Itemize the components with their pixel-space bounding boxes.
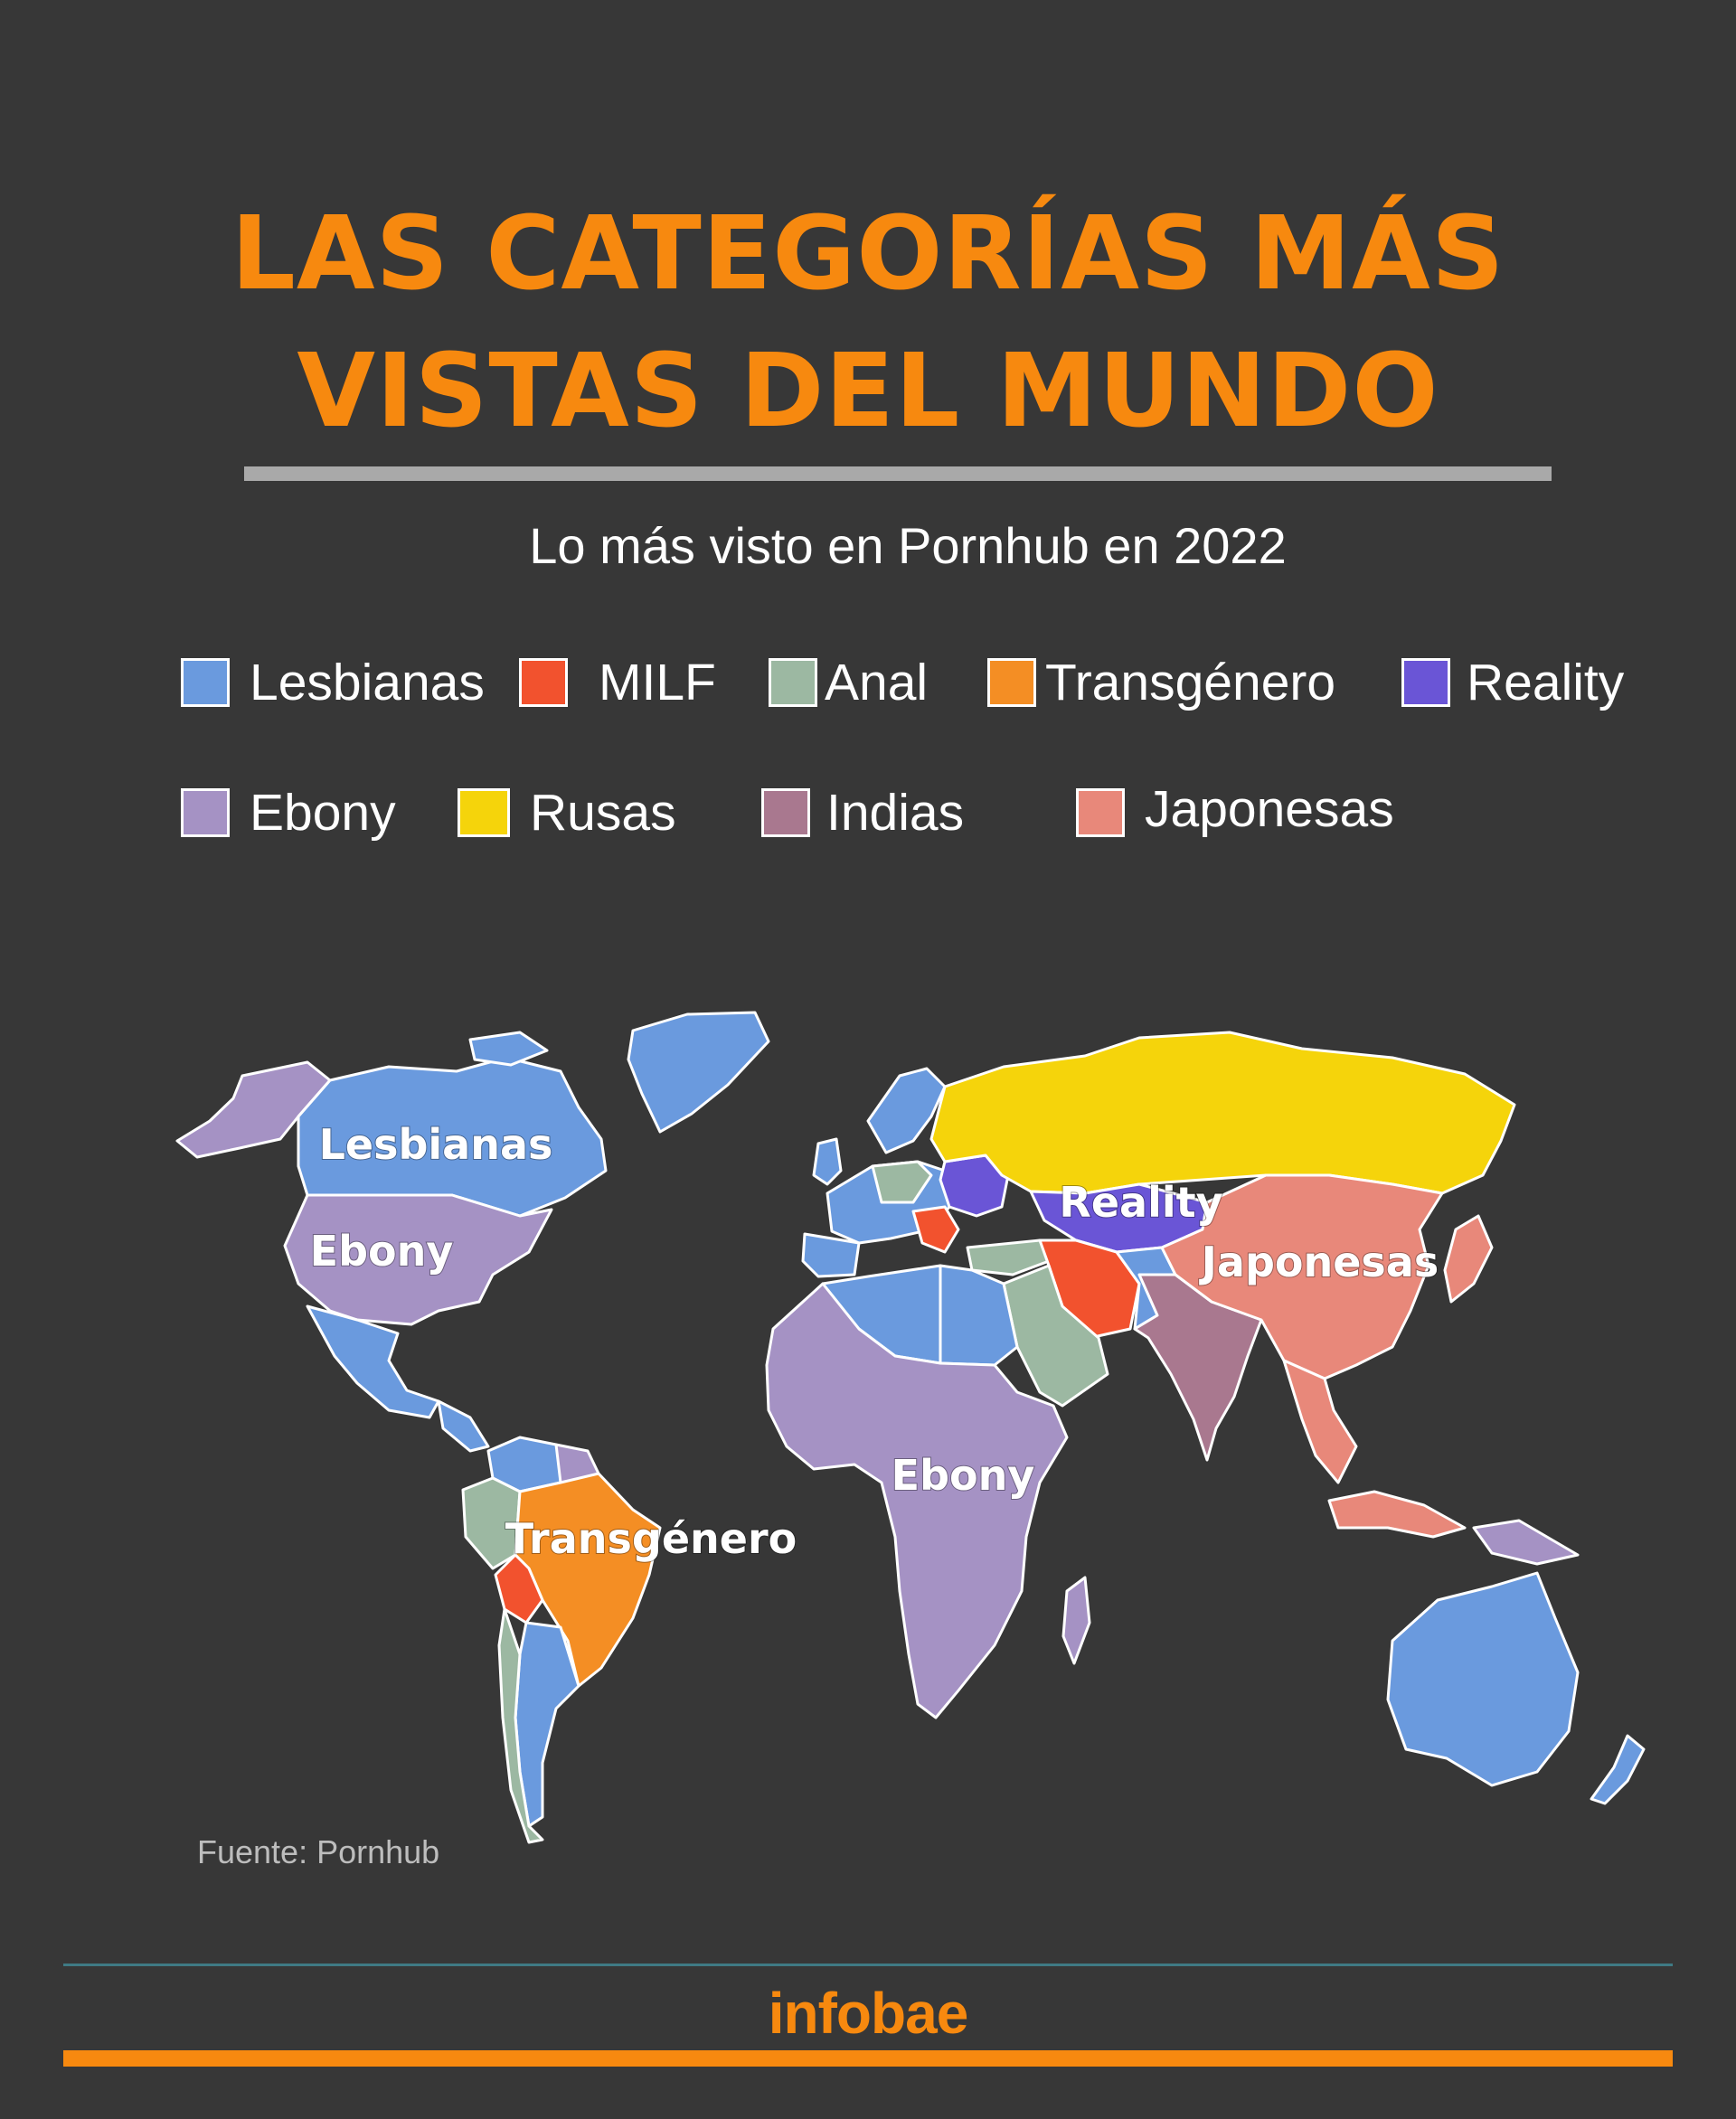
region-iberia [801, 1232, 861, 1278]
map-label-transgenero: Transgénero [505, 1514, 797, 1563]
map-label-reality: Reality [1059, 1178, 1222, 1227]
map-label-japonesas: Japonesas [1199, 1238, 1439, 1286]
legend-item-transgenero: Transgénero [987, 651, 1335, 714]
legend-swatch-reality [1401, 658, 1450, 707]
region-africa [765, 1282, 1069, 1719]
legend-item-japonesas: Japonesas [1076, 777, 1394, 841]
region-mexico [306, 1304, 440, 1419]
region-germany-poland [871, 1160, 933, 1204]
region-uk [812, 1137, 843, 1186]
source-note: Fuente: Pornhub [197, 1833, 440, 1870]
legend-item-rusas: Rusas [458, 781, 676, 844]
subtitle: Lo más visto en Pornhub en 2022 [529, 517, 1287, 574]
legend-swatch-japonesas [1076, 788, 1125, 837]
headline: LAS CATEGORÍAS MÁS VISTAS DEL MUNDO [0, 185, 1736, 460]
region-russia [929, 1031, 1516, 1195]
legend-item-lesbianas: Lesbianas [181, 651, 485, 714]
region-japan [1443, 1214, 1494, 1304]
legend-item-ebony: Ebony [181, 781, 396, 844]
region-canada-arctic [468, 1031, 549, 1067]
map-label-ebony-americas: Ebony [310, 1227, 454, 1276]
region-chile [497, 1607, 544, 1844]
legend-label-lesbianas: Lesbianas [250, 654, 485, 711]
legend-swatch-ebony [181, 788, 230, 837]
region-southeast-asia [1282, 1359, 1358, 1484]
footer-divider [63, 1964, 1673, 1966]
legend-swatch-lesbianas [181, 658, 230, 707]
headline-line-2: VISTAS DEL MUNDO [297, 333, 1439, 450]
headline-line-1: LAS CATEGORÍAS MÁS [231, 195, 1505, 313]
legend-swatch-transgenero [987, 658, 1036, 707]
region-turkey [966, 1238, 1051, 1276]
region-usa [283, 1193, 553, 1326]
region-balkans [911, 1205, 960, 1254]
brand-logo: infobae [768, 1981, 969, 2046]
region-central-america [437, 1399, 490, 1453]
legend-label-indias: Indias [826, 784, 965, 842]
legend-swatch-anal [769, 658, 817, 707]
region-new-zealand [1590, 1734, 1646, 1805]
legend-item-milf: MILF [519, 651, 716, 714]
legend-label-milf: MILF [599, 654, 716, 711]
legend-swatch-milf [519, 658, 568, 707]
region-indonesia [1327, 1490, 1467, 1539]
title-divider [244, 466, 1552, 481]
legend-label-japonesas: Japonesas [1145, 780, 1394, 838]
region-scandinavia [866, 1067, 947, 1154]
region-alaska [175, 1060, 332, 1159]
legend-label-ebony: Ebony [250, 784, 396, 842]
map-label-ebony-africa: Ebony [892, 1451, 1035, 1500]
legend-swatch-rusas [458, 788, 510, 837]
region-new-guinea [1472, 1519, 1580, 1566]
legend-item-anal: Anal [769, 651, 928, 714]
footer-bar [63, 2050, 1673, 2067]
legend-label-transgenero: Transgénero [1045, 654, 1336, 711]
region-china-east-asia [1160, 1173, 1444, 1380]
legend-label-rusas: Rusas [530, 784, 676, 842]
region-egypt-levant [939, 1264, 1019, 1367]
region-greenland [627, 1011, 770, 1134]
legend-swatch-indias [761, 788, 810, 837]
region-madagascar [1061, 1576, 1091, 1665]
legend-label-reality: Reality [1467, 654, 1625, 711]
map-label-lesbianas: Lesbianas [319, 1120, 553, 1169]
legend-item-reality: Reality [1401, 651, 1624, 714]
legend-label-anal: Anal [825, 654, 929, 711]
region-australia [1386, 1571, 1580, 1787]
region-saudi-arabia [1002, 1264, 1109, 1408]
legend-item-indias: Indias [761, 781, 964, 844]
